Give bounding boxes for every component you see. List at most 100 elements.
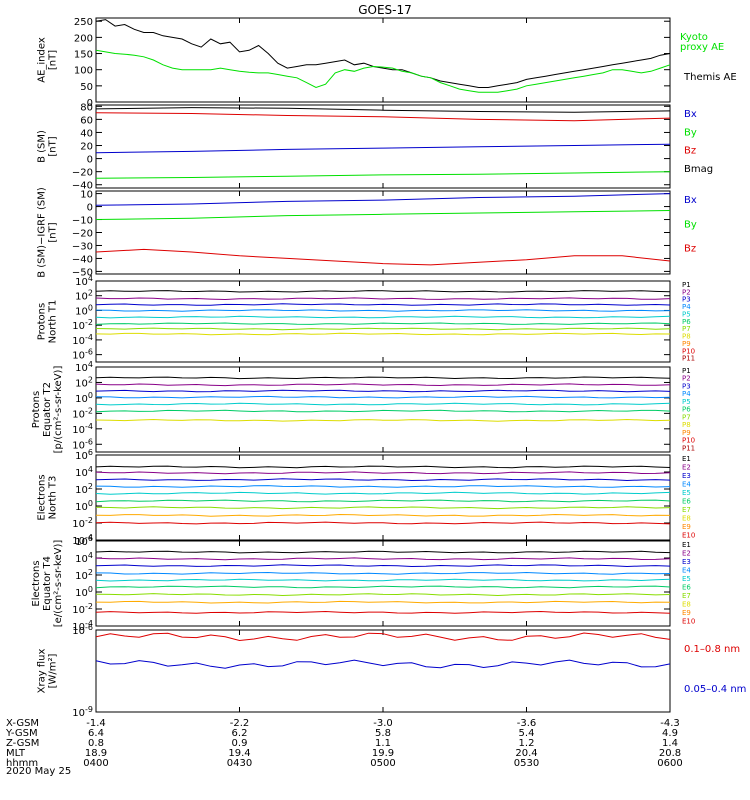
legend-entry: P6 xyxy=(682,318,691,326)
legend-entry: E9 xyxy=(682,609,691,617)
axis-row-value: -4.3 xyxy=(660,718,680,729)
legend-entry: P2 xyxy=(682,288,691,296)
axis-row-value: 19.9 xyxy=(372,748,394,759)
legend-entry: P11 xyxy=(682,444,695,452)
y-tick-label: 104 xyxy=(75,551,93,565)
legend-entry: E8 xyxy=(682,601,691,609)
panel-frame xyxy=(95,17,671,103)
panel-xray: 10-6 10-9 Xray flux [W/m²] 0.1–0.8 nm 0.05–0.… xyxy=(37,623,747,719)
panel-frame xyxy=(95,280,671,363)
legend-entry: 0.1–0.8 nm xyxy=(684,644,740,655)
y-tick-label: 10-4 xyxy=(72,533,93,547)
legend-entry: Bz xyxy=(684,244,696,255)
series-line-e_north-6 xyxy=(95,506,671,510)
y-tick-label: −10 xyxy=(72,216,93,227)
series-line-ae-1 xyxy=(95,49,671,93)
series-line-e_equator-6 xyxy=(95,593,671,597)
y-axis-label: B (SM) xyxy=(37,130,48,163)
y-axis-label: B (SM)−IGRF (SM) xyxy=(37,187,48,278)
axis-row-value: 20.4 xyxy=(515,748,537,759)
y-tick-label: 10-4 xyxy=(72,333,93,347)
legend-entry: Bz xyxy=(684,146,696,157)
legend-entry: P5 xyxy=(682,310,691,318)
y-tick-label: 106 xyxy=(75,534,93,548)
series-line-p_equator-3 xyxy=(95,395,671,399)
legend-entry: 0.05–0.4 nm xyxy=(684,684,746,695)
y-tick-label: 10 xyxy=(80,190,93,201)
legend-entry: Bmag xyxy=(684,164,713,175)
series-line-e_north-0 xyxy=(95,465,671,469)
axis-row-value: 6.2 xyxy=(232,728,248,739)
y-axis-label: Electrons xyxy=(37,474,48,520)
axis-row-label: Y-GSM xyxy=(5,728,38,739)
axis-row-value: 0400 xyxy=(83,758,108,769)
y-tick-label: −20 xyxy=(72,168,93,179)
panel-frame xyxy=(95,454,671,541)
y-axis-label: Equator T2 xyxy=(42,382,53,437)
panel-frame xyxy=(95,629,671,713)
legend-entry: E8 xyxy=(682,515,691,523)
y-tick-label: 106 xyxy=(75,448,93,462)
legend-entry: E10 xyxy=(682,618,695,626)
axis-row-value: 1.1 xyxy=(375,738,391,749)
series-line-p_equator-2 xyxy=(95,389,671,393)
axis-row-value: -1.4 xyxy=(86,718,106,729)
y-tick-label: 100 xyxy=(75,585,93,599)
panel-bsm: 80 60 40 20 0 −20 −40 B (SM) [nT] Bx By Bz Bmag xyxy=(37,102,714,191)
series-line-bigrf-2 xyxy=(95,248,671,266)
y-axis-label: Protons xyxy=(31,391,42,428)
series-line-p_equator-4 xyxy=(95,402,671,406)
y-tick-label: 10-6 xyxy=(72,623,93,637)
axis-row-value: 0.9 xyxy=(232,738,248,749)
y-tick-label: 102 xyxy=(75,375,93,389)
series-line-e_equator-8 xyxy=(95,610,671,614)
y-tick-label: 10-2 xyxy=(72,602,93,616)
series-line-p_north-7 xyxy=(95,332,671,336)
y-tick-label: −20 xyxy=(72,229,93,240)
legend-entry: P1 xyxy=(682,281,691,289)
y-tick-label: 40 xyxy=(80,128,93,139)
y-tick-label: 10-2 xyxy=(72,516,93,530)
y-tick-label: −50 xyxy=(72,267,93,278)
y-axis-label: [e/(cm²-s-sr-keV)] xyxy=(53,540,64,628)
legend-entry: By xyxy=(684,127,697,138)
legend-entry: Kyoto xyxy=(680,32,708,43)
axis-row-value: -3.0 xyxy=(373,718,393,729)
legend-entry: Themis AE xyxy=(683,72,737,83)
legend-entry: P2 xyxy=(682,375,691,383)
legend-entry: P7 xyxy=(682,413,691,421)
series-line-e_equator-7 xyxy=(95,600,671,604)
y-axis-label: [nT] xyxy=(48,222,59,242)
series-line-ae-0 xyxy=(95,19,671,88)
series-line-bsm-2 xyxy=(95,143,671,154)
panel-e_equator: 106 104 102 100 10-2 10-4 Electrons Equator T4[… xyxy=(31,534,695,633)
y-tick-label: 102 xyxy=(75,289,93,303)
y-tick-label: 20 xyxy=(80,142,93,153)
legend-entry: P4 xyxy=(682,390,691,398)
series-line-bsm-0 xyxy=(95,107,671,113)
axis-row-value: 5.4 xyxy=(519,728,535,739)
y-tick-label: −30 xyxy=(72,241,93,252)
axis-row-label: Z-GSM xyxy=(6,738,39,749)
axis-row-value: -2.2 xyxy=(230,718,250,729)
series-line-e_north-1 xyxy=(95,471,671,475)
axis-row-label: hhmm xyxy=(6,758,38,769)
y-axis-label: [W/m²] xyxy=(48,653,59,688)
legend-entry: proxy AE xyxy=(680,42,724,53)
panel-frame xyxy=(95,366,671,453)
y-tick-label: 102 xyxy=(75,482,93,496)
legend-entry: P7 xyxy=(682,325,691,333)
series-line-e_equator-4 xyxy=(95,578,671,582)
series-line-p_north-2 xyxy=(95,303,671,306)
legend-entry: P9 xyxy=(682,429,691,437)
series-line-e_equator-0 xyxy=(95,550,671,554)
y-tick-label: 250 xyxy=(74,17,93,28)
axis-row-value: 0.8 xyxy=(88,738,104,749)
y-axis-label: [nT] xyxy=(48,136,59,156)
series-line-e_north-4 xyxy=(95,491,671,495)
y-tick-label: −40 xyxy=(72,181,93,192)
series-line-p_north-1 xyxy=(95,297,671,301)
